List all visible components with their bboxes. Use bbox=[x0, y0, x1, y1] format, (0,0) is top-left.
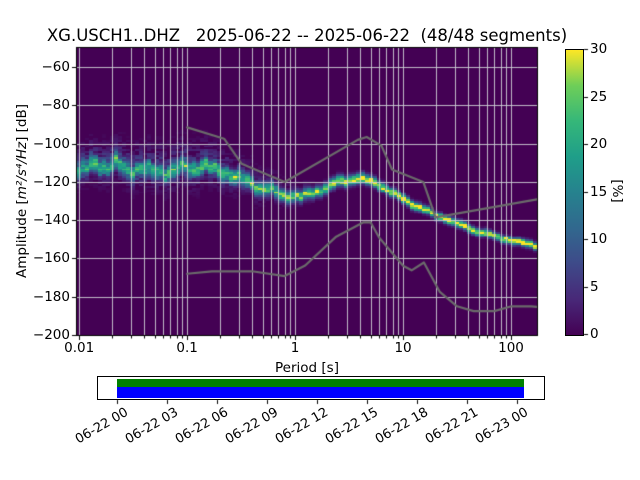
timeline-coverage-bar-top bbox=[117, 379, 524, 387]
colorbar-tick-label: 5 bbox=[590, 278, 599, 295]
y-tick-label: −100 bbox=[32, 135, 70, 152]
y-tick-label: −140 bbox=[32, 212, 70, 229]
x-tick-label: 0.01 bbox=[64, 340, 95, 356]
timeline-coverage-bar-bottom bbox=[117, 387, 524, 398]
y-tick-label: −160 bbox=[32, 250, 70, 267]
y-tick-label: −80 bbox=[41, 97, 71, 114]
colorbar-tick-label: 0 bbox=[590, 326, 599, 342]
x-tick-label: 0.1 bbox=[176, 340, 198, 356]
colorbar-tick-label: 15 bbox=[590, 183, 608, 200]
y-tick-label: −120 bbox=[32, 173, 70, 190]
colorbar-tick-label: 10 bbox=[590, 231, 608, 247]
x-tick-label: 100 bbox=[498, 340, 524, 356]
colorbar-gradient bbox=[565, 49, 584, 336]
y-tick-label: −200 bbox=[32, 327, 70, 343]
colorbar-tick-label: 30 bbox=[590, 41, 608, 57]
y-tick-label: −180 bbox=[32, 288, 70, 305]
x-tick-label: 10 bbox=[394, 340, 412, 356]
x-axis-label: Period [s] bbox=[275, 360, 339, 376]
colorbar-tick-label: 25 bbox=[590, 88, 608, 105]
x-tick-label: 1 bbox=[290, 340, 300, 356]
y-tick-label: −60 bbox=[41, 59, 71, 76]
colorbar-tick-label: 20 bbox=[590, 136, 608, 152]
plot-title: XG.USCH1..DHZ 2025-06-22 -- 2025-06-22 (… bbox=[46, 26, 568, 45]
timeline-coverage-box bbox=[97, 376, 545, 400]
